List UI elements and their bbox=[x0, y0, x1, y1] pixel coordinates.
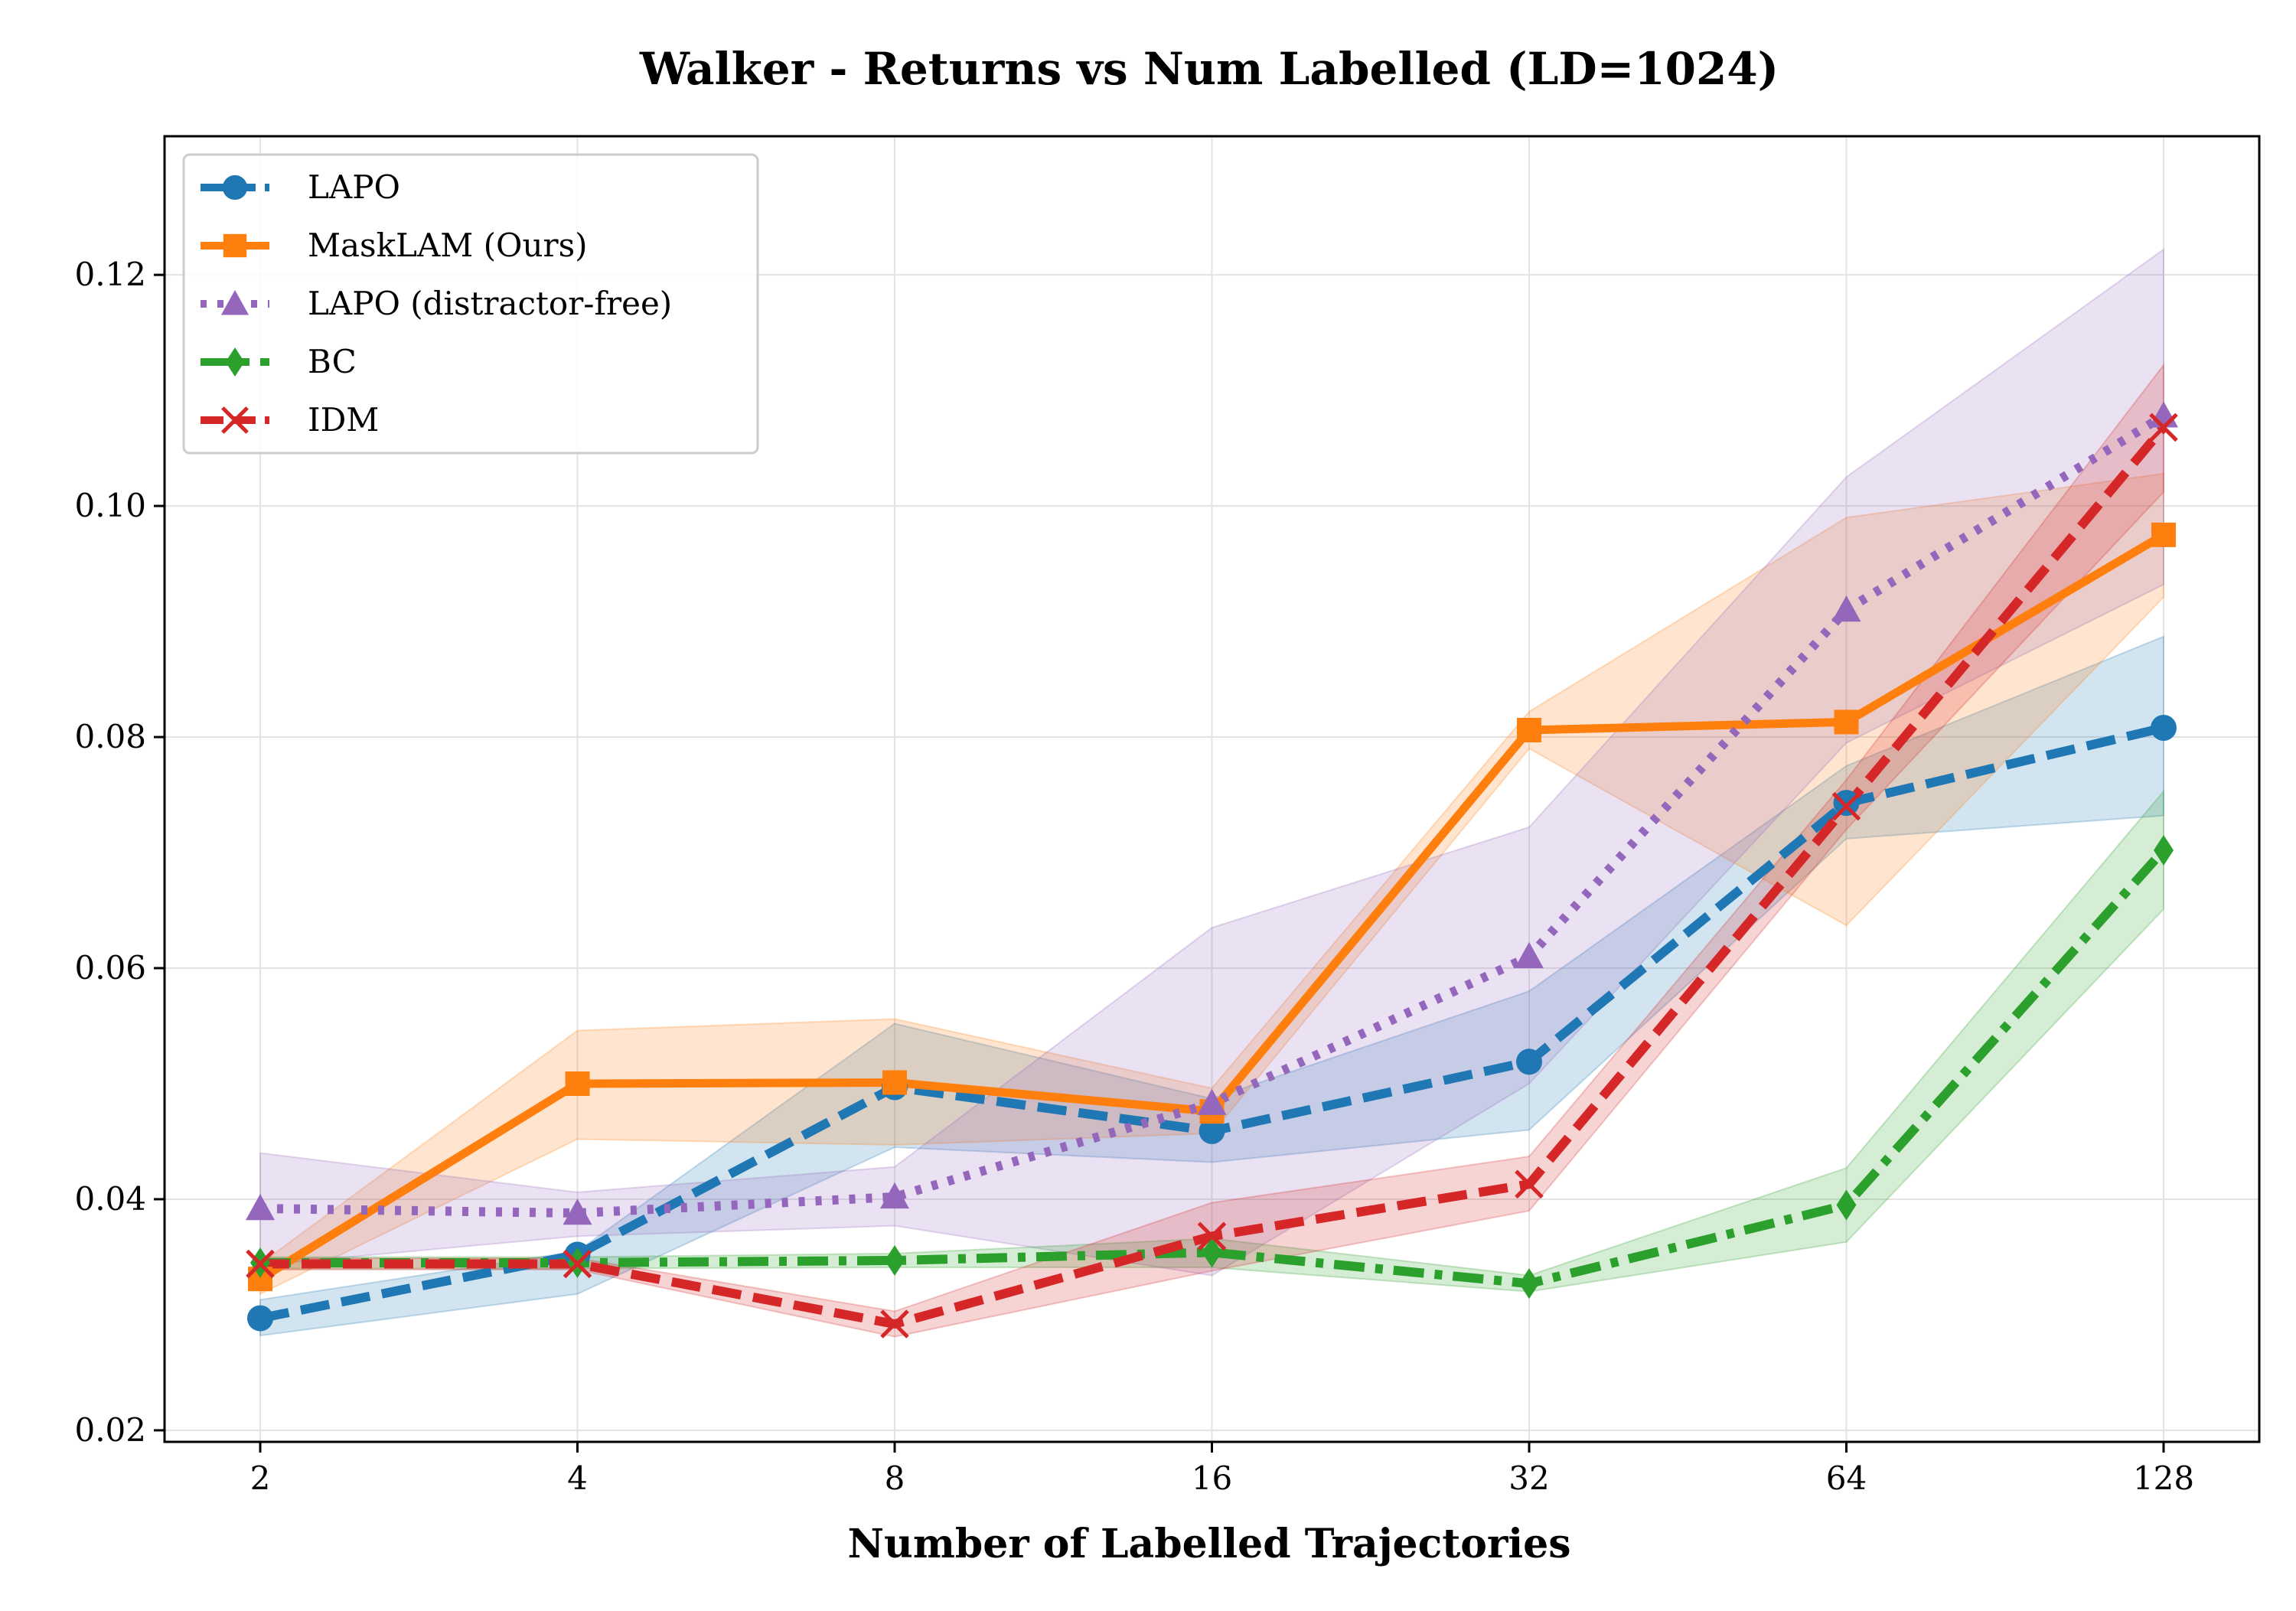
point-bc bbox=[2154, 835, 2174, 866]
y-tick-label: 0.08 bbox=[74, 718, 146, 755]
band-idm bbox=[259, 362, 2164, 1338]
legend-label-masklam-ours: MaskLAM (Ours) bbox=[308, 227, 588, 264]
legend-box bbox=[182, 153, 759, 455]
point-bc bbox=[1836, 1189, 1857, 1221]
legend-label-bc: BC bbox=[308, 343, 357, 380]
point-masklam-ours bbox=[1834, 709, 1859, 735]
point-lapo bbox=[2151, 714, 2177, 741]
x-tick-label: 2 bbox=[250, 1459, 271, 1497]
axis-ticks: 2 4 8 16 32 64 128 0.02 0.04 0.06 0.08 0.10 0.12 bbox=[74, 256, 2194, 1497]
point-masklam-ours bbox=[2151, 522, 2176, 547]
point-lapo bbox=[1833, 790, 1860, 817]
y-tick-label: 0.06 bbox=[74, 949, 146, 986]
point-masklam-ours bbox=[565, 1071, 590, 1096]
point-lapo-distractor-free bbox=[1831, 595, 1861, 622]
x-tick-label: 32 bbox=[1508, 1459, 1549, 1497]
legend-marker-masklam-ours bbox=[223, 233, 247, 258]
band-bc bbox=[259, 789, 2164, 1293]
point-idm bbox=[246, 1249, 275, 1279]
legend-label-lapo: LAPO bbox=[308, 168, 400, 206]
series-markers bbox=[246, 401, 2178, 1339]
point-masklam-ours bbox=[882, 1070, 907, 1095]
point-lapo-distractor-free bbox=[246, 1194, 275, 1221]
point-bc bbox=[1519, 1268, 1539, 1300]
x-tick-label: 4 bbox=[567, 1459, 588, 1497]
point-lapo-distractor-free bbox=[1197, 1088, 1227, 1115]
x-tick-label: 64 bbox=[1826, 1459, 1867, 1497]
point-idm bbox=[563, 1249, 592, 1279]
band-lapo bbox=[259, 635, 2164, 1337]
x-tick-label: 16 bbox=[1192, 1459, 1232, 1497]
point-idm bbox=[880, 1309, 909, 1339]
band-lapo-distractor-free bbox=[259, 248, 2164, 1277]
point-lapo-distractor-free bbox=[880, 1182, 909, 1209]
legend-label-idm: IDM bbox=[308, 401, 379, 439]
point-idm bbox=[2149, 413, 2178, 442]
x-tick-label: 128 bbox=[2133, 1459, 2194, 1497]
point-idm bbox=[1197, 1221, 1227, 1251]
y-tick-label: 0.04 bbox=[74, 1180, 146, 1218]
x-tick-label: 8 bbox=[885, 1459, 905, 1497]
legend-label-lapo-distractor-free: LAPO (distractor-free) bbox=[308, 285, 672, 322]
confidence-bands bbox=[259, 248, 2164, 1338]
band-masklam-ours bbox=[259, 472, 2164, 1296]
point-idm bbox=[1831, 791, 1861, 821]
legend-marker-lapo-distractor-free bbox=[220, 289, 249, 315]
chart-title: Walker - Returns vs Num Labelled (LD=102… bbox=[639, 43, 1779, 95]
point-masklam-ours bbox=[1517, 718, 1541, 743]
point-lapo-distractor-free bbox=[1515, 941, 1544, 969]
point-lapo bbox=[1516, 1048, 1542, 1075]
legend-marker-bc bbox=[225, 347, 245, 377]
x-axis-label: Number of Labelled Trajectories bbox=[848, 1521, 1571, 1567]
point-bc bbox=[885, 1244, 905, 1276]
y-tick-label: 0.10 bbox=[74, 487, 146, 524]
legend-marker-idm bbox=[221, 406, 249, 434]
point-lapo bbox=[1199, 1117, 1225, 1144]
point-bc bbox=[1202, 1237, 1222, 1268]
y-tick-label: 0.12 bbox=[74, 256, 146, 293]
point-lapo-distractor-free bbox=[563, 1198, 592, 1225]
legend: LAPO MaskLAM (Ours) LAPO (distractor-free)… bbox=[182, 153, 759, 455]
point-idm bbox=[1515, 1169, 1544, 1199]
point-lapo bbox=[247, 1305, 273, 1332]
legend-marker-lapo bbox=[222, 174, 248, 201]
y-tick-label: 0.02 bbox=[74, 1411, 146, 1449]
